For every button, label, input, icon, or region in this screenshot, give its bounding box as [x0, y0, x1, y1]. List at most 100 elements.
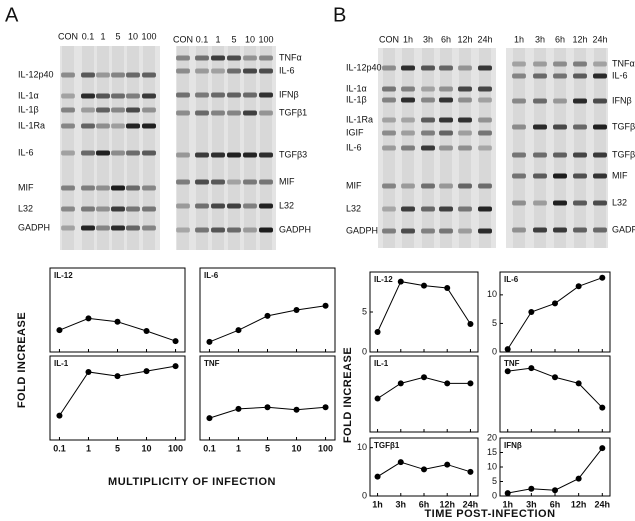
data-point — [374, 473, 381, 480]
blot-band — [195, 55, 209, 61]
blot-band — [96, 206, 110, 212]
data-point — [397, 278, 404, 285]
lane-label: 12h — [457, 34, 472, 44]
band-label: IFNβ — [279, 89, 299, 99]
blot-band — [439, 206, 453, 212]
blot-band — [382, 183, 396, 189]
band-label: IL-6 — [346, 142, 362, 152]
blot-band — [573, 227, 587, 233]
data-point — [206, 415, 213, 422]
blot-band — [421, 86, 435, 92]
blot-band — [439, 183, 453, 189]
x-tick-label: 12h — [571, 499, 587, 509]
blot-band — [593, 124, 607, 130]
data-point — [114, 373, 121, 380]
data-point — [421, 374, 427, 381]
lane-label: 100 — [141, 31, 156, 41]
blot-band — [382, 228, 396, 234]
band-label: IL-1Ra — [346, 114, 373, 124]
y-tick-label: 0 — [492, 346, 497, 356]
blot-band — [259, 179, 273, 185]
blot-band — [553, 152, 567, 158]
data-point — [421, 466, 427, 473]
data-point — [374, 329, 381, 335]
lane-label: 10 — [128, 31, 138, 41]
blot-band — [573, 61, 587, 67]
y-tick-label: 0 — [362, 346, 367, 356]
blot-band — [61, 185, 75, 191]
panel-label: B — [333, 4, 346, 26]
blot-band — [142, 225, 156, 231]
blot-band — [458, 145, 472, 151]
lane-smear — [244, 46, 256, 250]
blot-band — [512, 124, 526, 130]
chart-title: TGFβ1 — [374, 441, 400, 450]
blot-band — [421, 183, 435, 189]
chart-title: IL-1 — [374, 359, 389, 368]
y-tick-label: 5 — [492, 476, 497, 486]
blot-band — [458, 86, 472, 92]
blot-band — [401, 130, 415, 136]
data-point — [322, 302, 329, 309]
data-point — [552, 300, 558, 307]
blot-band — [553, 124, 567, 130]
data-point — [528, 309, 535, 315]
x-tick-label: 6h — [419, 499, 430, 509]
blot-band — [573, 124, 587, 130]
data-point — [143, 328, 150, 334]
band-label: MIF — [346, 180, 362, 190]
band-label: L32 — [279, 200, 294, 210]
blot-band — [553, 98, 567, 104]
data-point — [322, 404, 329, 411]
blot-band — [401, 228, 415, 234]
x-tick-label: 3h — [526, 499, 537, 509]
blot-band — [111, 206, 125, 212]
blot-band — [81, 123, 95, 129]
data-point — [599, 445, 606, 452]
plot-frame — [199, 355, 336, 441]
blot-band — [243, 55, 257, 61]
lane-label: 3h — [423, 34, 433, 44]
blot-band — [512, 61, 526, 67]
lane-label: 5 — [231, 34, 236, 44]
x-tick-label: 5 — [265, 443, 270, 453]
data-point — [504, 490, 511, 497]
blot-band — [211, 179, 225, 185]
blot-band — [512, 227, 526, 233]
band-label: IL-1β — [18, 104, 39, 114]
lane-smear — [594, 48, 606, 248]
band-label: IL-1α — [346, 83, 367, 93]
blot-band — [81, 150, 95, 156]
blot-band — [533, 61, 547, 67]
lane-label: 24h — [592, 34, 607, 44]
lane-label: 0.1 — [82, 31, 95, 41]
blot-band — [439, 97, 453, 103]
blot-band — [227, 203, 241, 209]
blot-band — [573, 98, 587, 104]
data-line — [209, 305, 326, 343]
blot-band — [478, 145, 492, 151]
blot-band — [195, 110, 209, 116]
blot-band — [227, 179, 241, 185]
blot-band — [111, 150, 125, 156]
data-point — [444, 461, 451, 468]
blot-band — [195, 68, 209, 74]
blot-band — [259, 227, 273, 233]
plot-frame — [49, 355, 186, 441]
blot-band — [593, 227, 607, 233]
x-axis-title: MULTIPLICITY OF INFECTION — [108, 476, 276, 488]
blot-band — [227, 68, 241, 74]
band-label: TGFβ3 — [612, 149, 635, 159]
chart-title: TNF — [504, 359, 520, 368]
band-label: IL-6 — [279, 65, 295, 75]
blot-band — [243, 68, 257, 74]
lane-label: 6h — [441, 34, 451, 44]
x-tick-label: 10 — [142, 443, 152, 453]
data-point — [206, 338, 213, 345]
blot-band — [573, 73, 587, 79]
x-tick-label: 10 — [292, 443, 302, 453]
data-line — [507, 277, 603, 350]
lane-smear — [574, 48, 586, 248]
lane-label: 12h — [572, 34, 587, 44]
